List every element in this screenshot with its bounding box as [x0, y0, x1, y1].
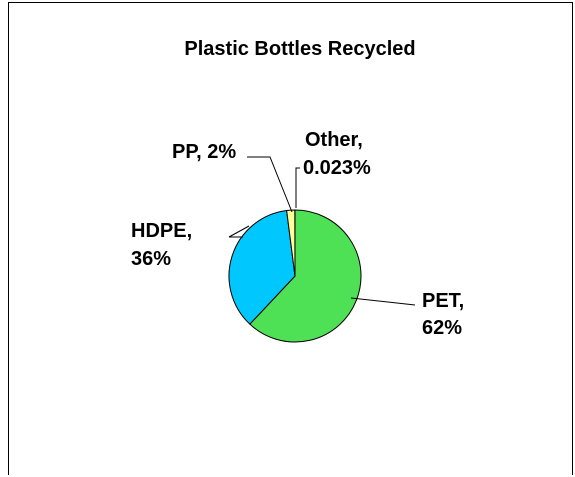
label-other-name: Other, [305, 129, 363, 151]
label-pet-value: 62% [422, 317, 462, 339]
leader-line-other [295, 167, 300, 208]
leader-line-pp [247, 156, 293, 213]
label-pp: PP, 2% [172, 141, 236, 163]
label-pet-name: PET, [422, 290, 464, 312]
pie-slices [228, 209, 362, 343]
pie-slice-pet [249, 209, 362, 343]
leader-line-hdpe [228, 225, 250, 238]
label-other-value: 0.023% [303, 157, 371, 179]
pie-slice-hdpe [228, 209, 296, 325]
label-hdpe-name: HDPE, [131, 220, 192, 242]
chart-title: Plastic Bottles Recycled [184, 38, 415, 60]
label-hdpe-value: 36% [131, 248, 171, 270]
leader-line-pet [350, 297, 416, 306]
